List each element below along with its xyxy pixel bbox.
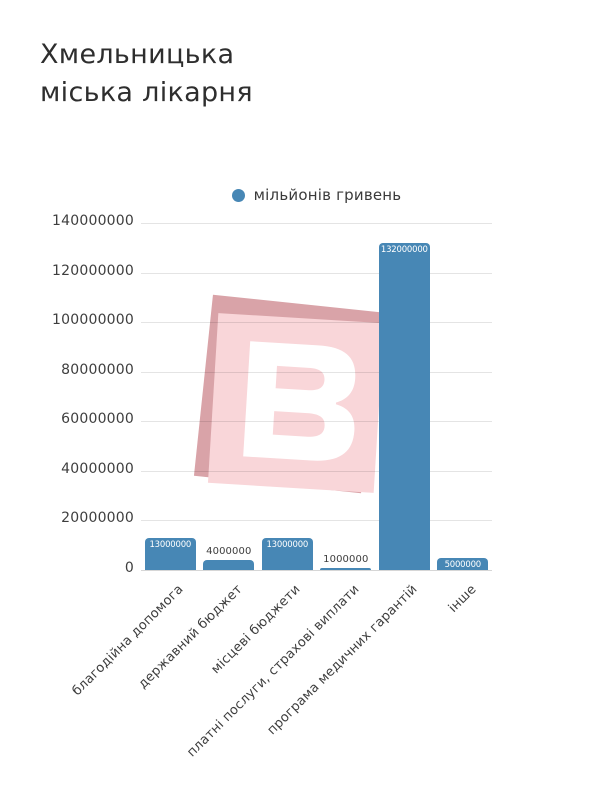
y-tick-label: 40000000 — [61, 460, 134, 477]
y-tick-label: 100000000 — [52, 312, 134, 329]
y-tick-label: 140000000 — [52, 213, 134, 229]
bar-value-label: 13000000 — [266, 539, 309, 550]
bar — [320, 567, 372, 570]
y-gridline — [141, 371, 492, 373]
bar — [261, 537, 313, 570]
y-gridline — [141, 272, 492, 274]
y-gridline — [141, 421, 492, 423]
bar — [437, 557, 489, 570]
bar — [144, 537, 196, 570]
y-tick-label: 120000000 — [52, 262, 134, 279]
watermark-letter-b-icon — [243, 341, 356, 461]
chart-legend: мільйонів гривень — [141, 186, 492, 204]
x-axis-line — [141, 570, 492, 571]
page-title-line-1: Хмельницька — [40, 39, 235, 70]
page-title-line-2: міська лікарня — [40, 77, 253, 108]
y-tick-label: 20000000 — [61, 510, 134, 527]
legend-label: мільйонів гривень — [253, 186, 402, 204]
y-gridline — [141, 470, 492, 472]
y-tick-label: 0 — [124, 560, 134, 576]
watermark-back-square — [193, 294, 381, 494]
bar-value-label: 1000000 — [323, 553, 369, 565]
bar — [378, 242, 430, 570]
bar-value-label: 13000000 — [149, 539, 192, 550]
bar-value-label: 4000000 — [206, 546, 252, 558]
y-tick-label: 80000000 — [61, 361, 134, 378]
bar-value-label: 132000000 — [380, 244, 428, 255]
y-gridline — [141, 322, 492, 324]
y-tick-label: 60000000 — [61, 411, 134, 428]
legend-marker-icon — [231, 188, 245, 202]
bar — [203, 560, 255, 570]
page-title: Хмельницька міська лікарня — [40, 36, 253, 112]
y-gridline — [141, 223, 492, 224]
y-gridline — [141, 520, 492, 522]
bar-value-label: 5000000 — [444, 559, 482, 570]
watermark-front-square — [207, 313, 385, 493]
